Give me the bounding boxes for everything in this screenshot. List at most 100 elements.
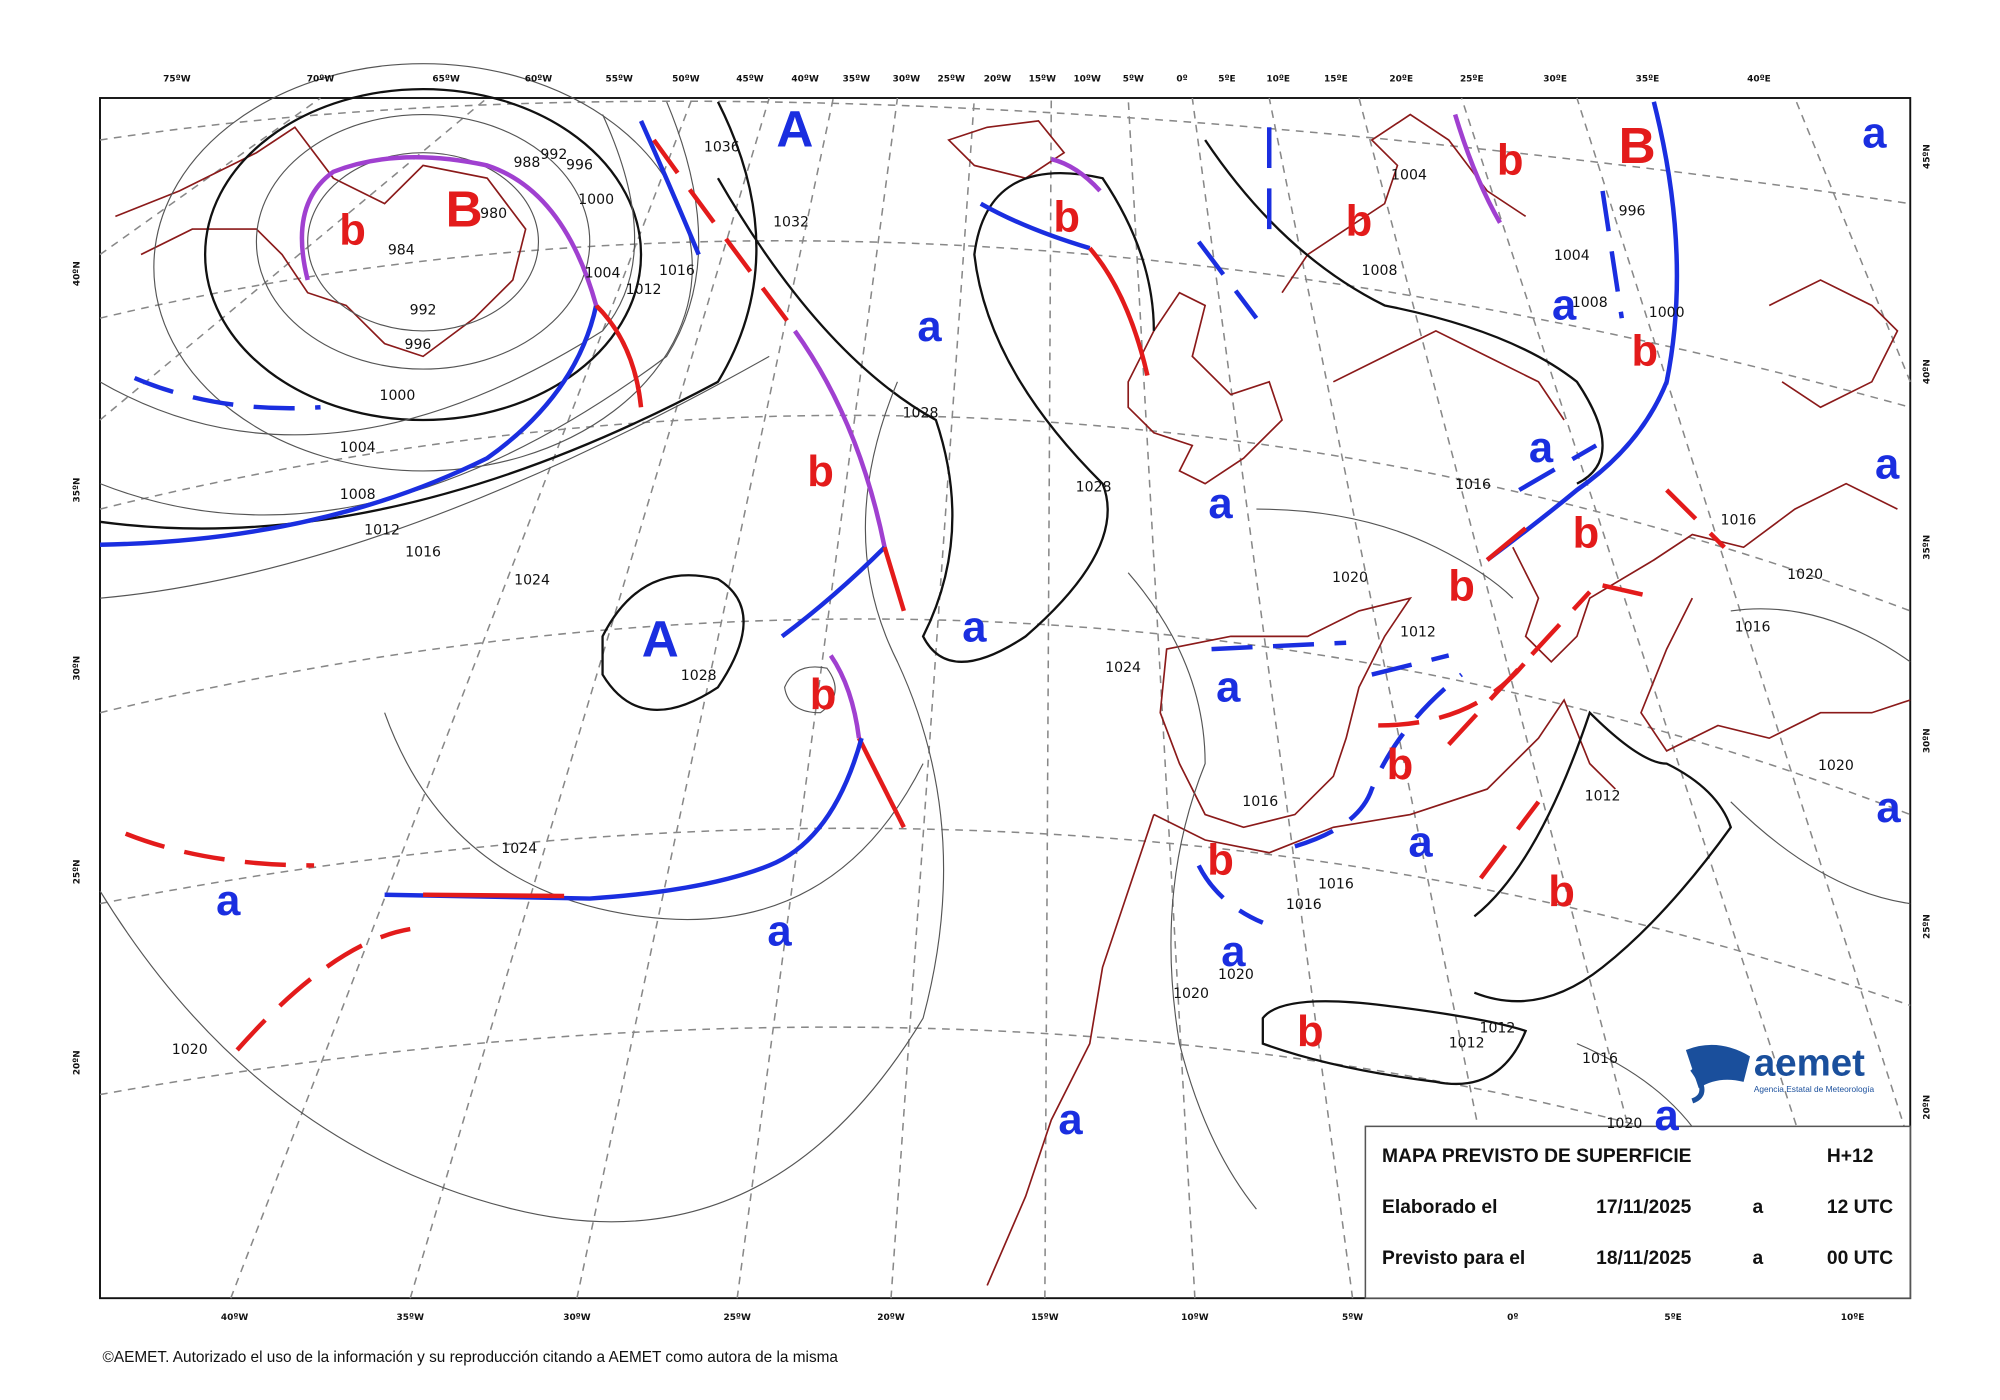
- isobar-label: 1000: [578, 192, 614, 208]
- high-pressure-area: a: [1408, 819, 1433, 867]
- high-pressure-area: a: [1529, 424, 1554, 472]
- low-pressure-center: B: [446, 181, 483, 238]
- high-pressure-area: a: [767, 908, 792, 956]
- low-pressure-area: b: [1632, 327, 1659, 375]
- isobar-label: 1016: [405, 544, 441, 560]
- isobar-label: 1004: [340, 440, 376, 456]
- high-pressure-area: a: [1862, 110, 1887, 158]
- top-coordinate-label: 10ºE: [1266, 74, 1290, 84]
- bottom-coordinate-label: 40ºW: [221, 1313, 249, 1323]
- isobar-label: 1024: [1105, 660, 1141, 676]
- top-coordinate-label: 20ºE: [1389, 74, 1413, 84]
- top-coordinate-label: 35ºE: [1636, 74, 1660, 84]
- info-box-text: H+12: [1827, 1146, 1874, 1167]
- logo-subtitle: Agencia Estatal de Meteorología: [1754, 1084, 1875, 1094]
- isobar-label: 1008: [340, 487, 376, 503]
- info-box-text: MAPA PREVISTO DE SUPERFICIE: [1382, 1146, 1692, 1167]
- bottom-coordinate-label: 30ºW: [563, 1313, 591, 1323]
- isobar-label: 996: [566, 157, 593, 173]
- isobar-label: 1016: [659, 263, 695, 279]
- bottom-coordinate-label: 0º: [1507, 1313, 1518, 1323]
- isobar-label: 1016: [1721, 513, 1757, 529]
- top-coordinate-label: 0º: [1176, 74, 1187, 84]
- isobar-label: 1016: [1242, 794, 1278, 810]
- high-pressure-area: a: [1221, 928, 1246, 976]
- map-frame: [99, 97, 1912, 1300]
- isobar-label: 1008: [1572, 295, 1608, 311]
- top-coordinate-label: 15ºE: [1324, 74, 1348, 84]
- right-coordinate-label: 25ºN: [1922, 914, 1932, 939]
- isobar-label: 1016: [1582, 1051, 1618, 1067]
- top-coordinate-label: 20ºW: [984, 74, 1012, 84]
- low-pressure-area: b: [1573, 509, 1600, 557]
- right-coordinate-label: 40ºN: [1922, 359, 1932, 384]
- low-pressure-area: b: [1497, 137, 1524, 185]
- info-box-text: Previsto para el: [1382, 1248, 1525, 1269]
- top-coordinate-label: 25ºW: [938, 74, 966, 84]
- isobar-label: 1012: [1585, 789, 1621, 805]
- isobar-label: 1020: [172, 1042, 208, 1058]
- bottom-coordinate-label: 35ºW: [397, 1313, 425, 1323]
- top-coordinate-label: 45ºW: [736, 74, 764, 84]
- bottom-coordinate-label: 5ºW: [1342, 1313, 1363, 1323]
- isobar-label: 1020: [1606, 1116, 1642, 1132]
- info-box-text: 12 UTC: [1827, 1197, 1893, 1218]
- logo-name: aemet: [1754, 1042, 1865, 1085]
- bottom-coordinate-label: 25ºW: [723, 1313, 751, 1323]
- isobar-label: 1012: [1449, 1036, 1485, 1052]
- right-coordinate-label: 20ºN: [1922, 1095, 1932, 1120]
- isobar-label: 1012: [1400, 625, 1436, 641]
- isobar-label: 1032: [773, 215, 809, 231]
- top-coordinate-label: 55ºW: [606, 74, 634, 84]
- high-pressure-area: a: [1875, 441, 1900, 489]
- left-coordinate-label: 35ºN: [72, 478, 82, 503]
- info-box-text: a: [1753, 1197, 1764, 1218]
- right-coordinate-label: 35ºN: [1922, 535, 1932, 560]
- isobar-label: 1020: [1818, 758, 1854, 774]
- logo-icon: [1685, 1044, 1750, 1104]
- fronts: [99, 101, 1726, 1052]
- isobar-label: 1016: [1455, 477, 1491, 493]
- low-pressure-area: b: [1297, 1008, 1324, 1056]
- info-box: [1364, 1125, 1912, 1299]
- top-coordinate-label: 10ºW: [1073, 74, 1101, 84]
- high-pressure-center: A: [776, 101, 813, 158]
- isobar-label: 1008: [1362, 263, 1398, 279]
- isobar-label: 1000: [1649, 305, 1685, 321]
- high-pressure-area: a: [1058, 1096, 1083, 1144]
- coastlines: [115, 113, 1911, 1286]
- top-coordinate-label: 60ºW: [525, 74, 553, 84]
- high-pressure-area: a: [1552, 282, 1577, 330]
- low-pressure-area: b: [1387, 741, 1414, 789]
- isobar-label: 1028: [903, 406, 939, 422]
- low-pressure-area: b: [339, 207, 366, 255]
- high-pressure-area: a: [1876, 784, 1901, 832]
- low-pressure-area: b: [1548, 868, 1575, 916]
- low-pressure-area: b: [807, 448, 834, 496]
- isobar-label: 996: [1619, 203, 1646, 219]
- low-pressure-area: b: [1053, 194, 1080, 242]
- isobar-label: 1020: [1332, 570, 1368, 586]
- top-coordinate-label: 35ºW: [843, 74, 871, 84]
- copyright: ©AEMET. Autorizado el uso de la informac…: [103, 1349, 839, 1366]
- isobars: [99, 63, 1911, 1223]
- right-coordinate-label: 45ºN: [1922, 144, 1932, 169]
- isobar-label: 1028: [681, 668, 717, 684]
- isobar-label: 1036: [704, 140, 740, 156]
- isobar-label: 1016: [1735, 619, 1771, 635]
- isobar-label: 1004: [1391, 168, 1427, 184]
- isobar-label: 1012: [626, 282, 662, 298]
- isobar-label: 996: [404, 337, 431, 353]
- top-coordinate-label: 65ºW: [432, 74, 460, 84]
- top-coordinate-label: 40ºW: [791, 74, 819, 84]
- low-pressure-area: b: [1207, 837, 1234, 885]
- high-pressure-area: a: [216, 877, 241, 925]
- top-coordinate-label: 5ºW: [1123, 74, 1144, 84]
- isobar-label: 1000: [379, 388, 415, 404]
- isobar-label: 1012: [364, 523, 400, 539]
- top-coordinate-label: 70ºW: [307, 74, 335, 84]
- left-coordinate-label: 25ºN: [72, 859, 82, 884]
- isobar-label: 1020: [1218, 967, 1254, 983]
